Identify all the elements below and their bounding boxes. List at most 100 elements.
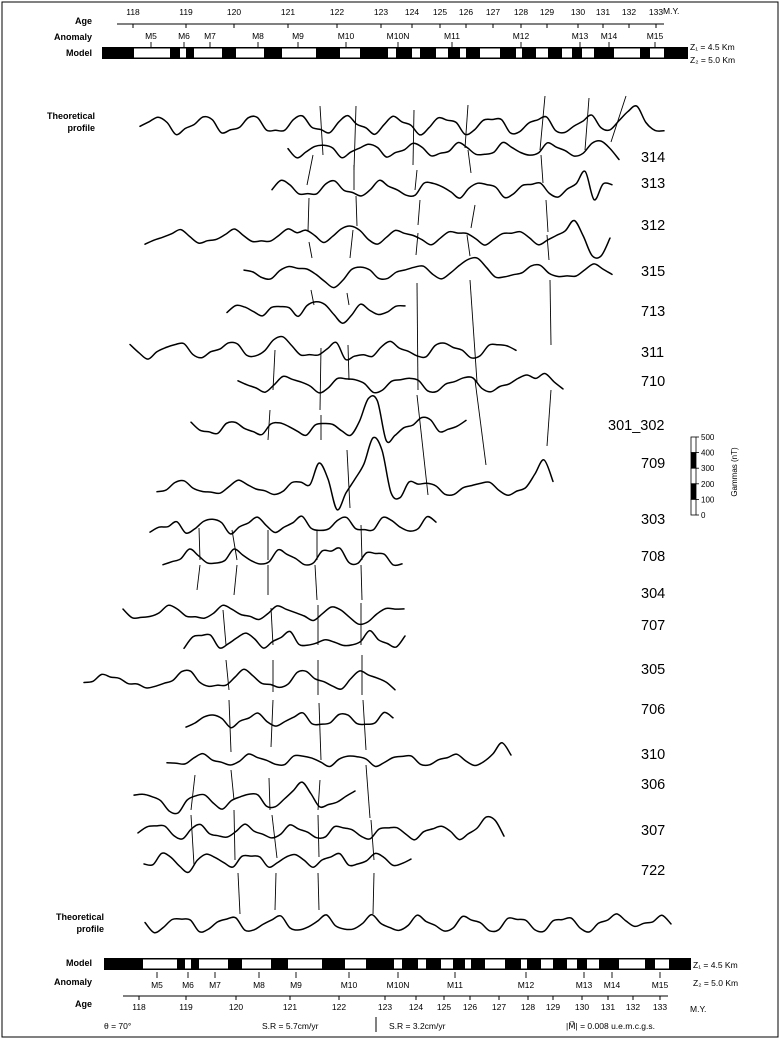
model-bar-reversed bbox=[567, 959, 577, 969]
profile-label-306: 306 bbox=[641, 777, 665, 793]
anomaly-label: M10N bbox=[387, 980, 410, 990]
model-bar-reversed bbox=[485, 959, 505, 969]
model-bar-reversed bbox=[541, 959, 553, 969]
anomaly-row-bottom: M5 M6 M7 M8 M9 M10 M10N M11 M12 M13 M14 M15 bbox=[151, 972, 669, 990]
z1-label-bottom: Z₁ = 4.5 Km bbox=[693, 960, 738, 970]
theoretical-profile-top bbox=[139, 105, 665, 136]
anomaly-row-top: M5 M6 M7 M8 M9 M10 M10N M11 M12 M13 M14 M15 bbox=[145, 31, 664, 47]
scale-segment bbox=[690, 467, 697, 485]
profile-label-707: 707 bbox=[641, 618, 665, 634]
profile-label-709: 709 bbox=[641, 456, 665, 472]
model-bar-reversed bbox=[388, 48, 396, 58]
profile-303 bbox=[149, 515, 437, 535]
correlation-line bbox=[237, 872, 241, 915]
correlation-line bbox=[372, 872, 375, 915]
model-bar-top bbox=[102, 47, 688, 59]
correlation-line bbox=[470, 204, 476, 229]
scale-segment bbox=[690, 452, 697, 469]
model-bar-reversed bbox=[345, 959, 366, 969]
model-label-top: Model bbox=[66, 48, 92, 58]
age-tick-label: 120 bbox=[229, 1002, 243, 1012]
age-tick-label: 118 bbox=[132, 1002, 146, 1012]
age-tick-label: 131 bbox=[596, 7, 610, 17]
age-tick-label: 119 bbox=[179, 1002, 193, 1012]
profile-label-713: 713 bbox=[641, 304, 665, 320]
correlation-line bbox=[355, 195, 358, 227]
profile-label-710: 710 bbox=[641, 374, 665, 390]
anomaly-label: M9 bbox=[292, 31, 304, 41]
anomaly-label: M15 bbox=[647, 31, 664, 41]
age-tick-label: 131 bbox=[601, 1002, 615, 1012]
theoretical-profile-bottom bbox=[144, 913, 672, 934]
correlation-line bbox=[545, 199, 549, 233]
model-bar-reversed bbox=[655, 959, 669, 969]
correlation-line bbox=[317, 872, 320, 911]
age-tick-label: 121 bbox=[281, 7, 295, 17]
profile-label-706: 706 bbox=[641, 702, 665, 718]
z2-label-bottom: Z₂ = 5.0 Km bbox=[693, 978, 738, 988]
profile-312 bbox=[144, 219, 611, 259]
scale-tick-label: 300 bbox=[701, 464, 715, 473]
correlation-line bbox=[370, 819, 375, 861]
scale-tick-label: 200 bbox=[701, 480, 715, 489]
model-bar-reversed bbox=[288, 959, 322, 969]
age-tick-label: 130 bbox=[575, 1002, 589, 1012]
age-tick-label: 133 bbox=[653, 1002, 667, 1012]
profile-label-708: 708 bbox=[641, 549, 665, 565]
correlation-line bbox=[196, 564, 201, 591]
profile-709 bbox=[156, 436, 554, 511]
correlation-line bbox=[360, 564, 363, 601]
age-axis-top: 118 119 120 121 122 123 124 125 126 127 128 129 130 1… bbox=[117, 7, 664, 28]
my-unit-top: M.Y. bbox=[663, 6, 679, 16]
correlation-line bbox=[549, 279, 552, 346]
profile-311 bbox=[129, 335, 517, 361]
correlation-line bbox=[464, 104, 469, 149]
model-bar-reversed bbox=[582, 48, 594, 58]
correlation-line bbox=[414, 169, 418, 191]
correlation-line bbox=[546, 234, 550, 261]
anomaly-label: M11 bbox=[447, 980, 463, 990]
age-tick-label: 133 bbox=[649, 7, 663, 17]
age-tick-label: 128 bbox=[521, 1002, 535, 1012]
correlation-line bbox=[349, 229, 354, 259]
correlation-line bbox=[231, 529, 238, 561]
correlation-lines bbox=[190, 95, 627, 915]
anomaly-label: M5 bbox=[151, 980, 163, 990]
model-bar-reversed bbox=[412, 48, 420, 58]
correlation-line bbox=[306, 154, 314, 186]
profile-label-311: 311 bbox=[641, 345, 664, 361]
model-bar-reversed bbox=[614, 48, 640, 58]
profile-label-314: 314 bbox=[641, 150, 665, 166]
age-tick-label: 119 bbox=[179, 7, 193, 17]
scale-tick-label: 0 bbox=[701, 511, 706, 520]
scale-tick-label: 100 bbox=[701, 495, 715, 504]
model-bar-reversed bbox=[650, 48, 664, 58]
profile-label-301-302: 301_302 bbox=[608, 418, 664, 434]
age-tick-label: 127 bbox=[492, 1002, 506, 1012]
age-label-bottom: Age bbox=[75, 999, 92, 1009]
correlation-line bbox=[474, 379, 487, 466]
correlation-line bbox=[347, 344, 350, 381]
anomaly-label: M6 bbox=[178, 31, 190, 41]
scale-tick-label: 400 bbox=[701, 449, 715, 458]
correlation-line bbox=[469, 279, 478, 383]
correlation-line bbox=[270, 607, 274, 646]
my-unit-bottom: M.Y. bbox=[690, 1004, 706, 1014]
correlation-line bbox=[222, 609, 227, 646]
age-tick-label: 127 bbox=[486, 7, 500, 17]
age-tick-label: 132 bbox=[622, 7, 636, 17]
age-tick-label: 125 bbox=[433, 7, 447, 17]
anomaly-label: M10N bbox=[387, 31, 410, 41]
model-bar-reversed bbox=[536, 48, 548, 58]
profile-label-304: 304 bbox=[641, 586, 665, 602]
correlation-line bbox=[233, 809, 236, 861]
age-tick-label: 118 bbox=[126, 7, 140, 17]
age-axis-bottom: 118 119 120 121 122 123 124 125 126 127 128 129 130 1… bbox=[123, 995, 668, 1012]
model-bar-reversed bbox=[460, 48, 466, 58]
profile-304 bbox=[122, 604, 405, 626]
correlation-line bbox=[319, 105, 324, 156]
correlation-line bbox=[270, 699, 274, 748]
theoretical-profile-label-top-1: Theoretical bbox=[47, 111, 95, 121]
